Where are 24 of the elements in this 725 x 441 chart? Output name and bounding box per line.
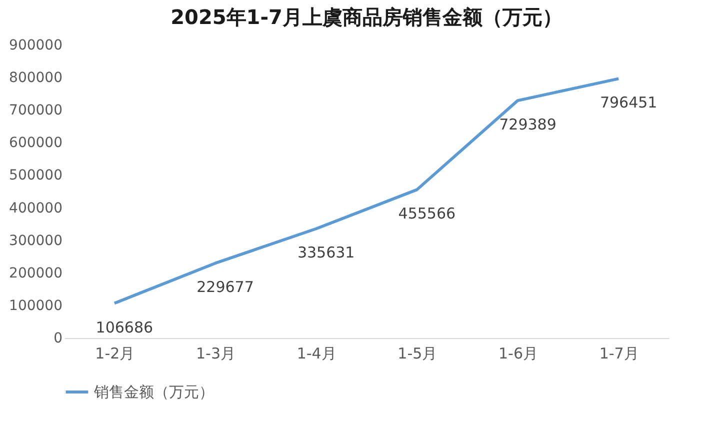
y-tick-label: 400000 <box>9 200 62 216</box>
y-tick-label: 900000 <box>9 38 62 54</box>
y-tick-label: 200000 <box>9 265 62 282</box>
data-label: 106686 <box>96 318 154 336</box>
legend-label: 销售金额（万元） <box>93 383 214 401</box>
x-tick-label: 1-6月 <box>498 344 538 362</box>
x-tick-label: 1-4月 <box>296 344 336 362</box>
data-label: 335631 <box>297 244 355 262</box>
x-tick-label: 1-7月 <box>599 344 639 362</box>
y-tick-label: 500000 <box>9 168 62 184</box>
data-label: 229677 <box>196 278 254 296</box>
y-tick-label: 300000 <box>9 232 62 249</box>
x-tick-label: 1-3月 <box>196 344 236 362</box>
y-tick-label: 700000 <box>9 102 62 119</box>
x-tick-label: 1-2月 <box>95 344 135 362</box>
data-label: 796451 <box>600 94 658 112</box>
chart-title: 2025年1-7月上虞商品房销售金额（万元） <box>170 5 562 29</box>
data-label: 455566 <box>398 204 456 223</box>
y-tick-label: 600000 <box>9 135 62 152</box>
y-tick-label: 100000 <box>9 298 62 314</box>
x-tick-label: 1-5月 <box>398 344 438 362</box>
y-tick-label: 0 <box>54 330 62 346</box>
y-tick-label: 800000 <box>9 70 62 86</box>
data-label: 729389 <box>499 116 556 134</box>
